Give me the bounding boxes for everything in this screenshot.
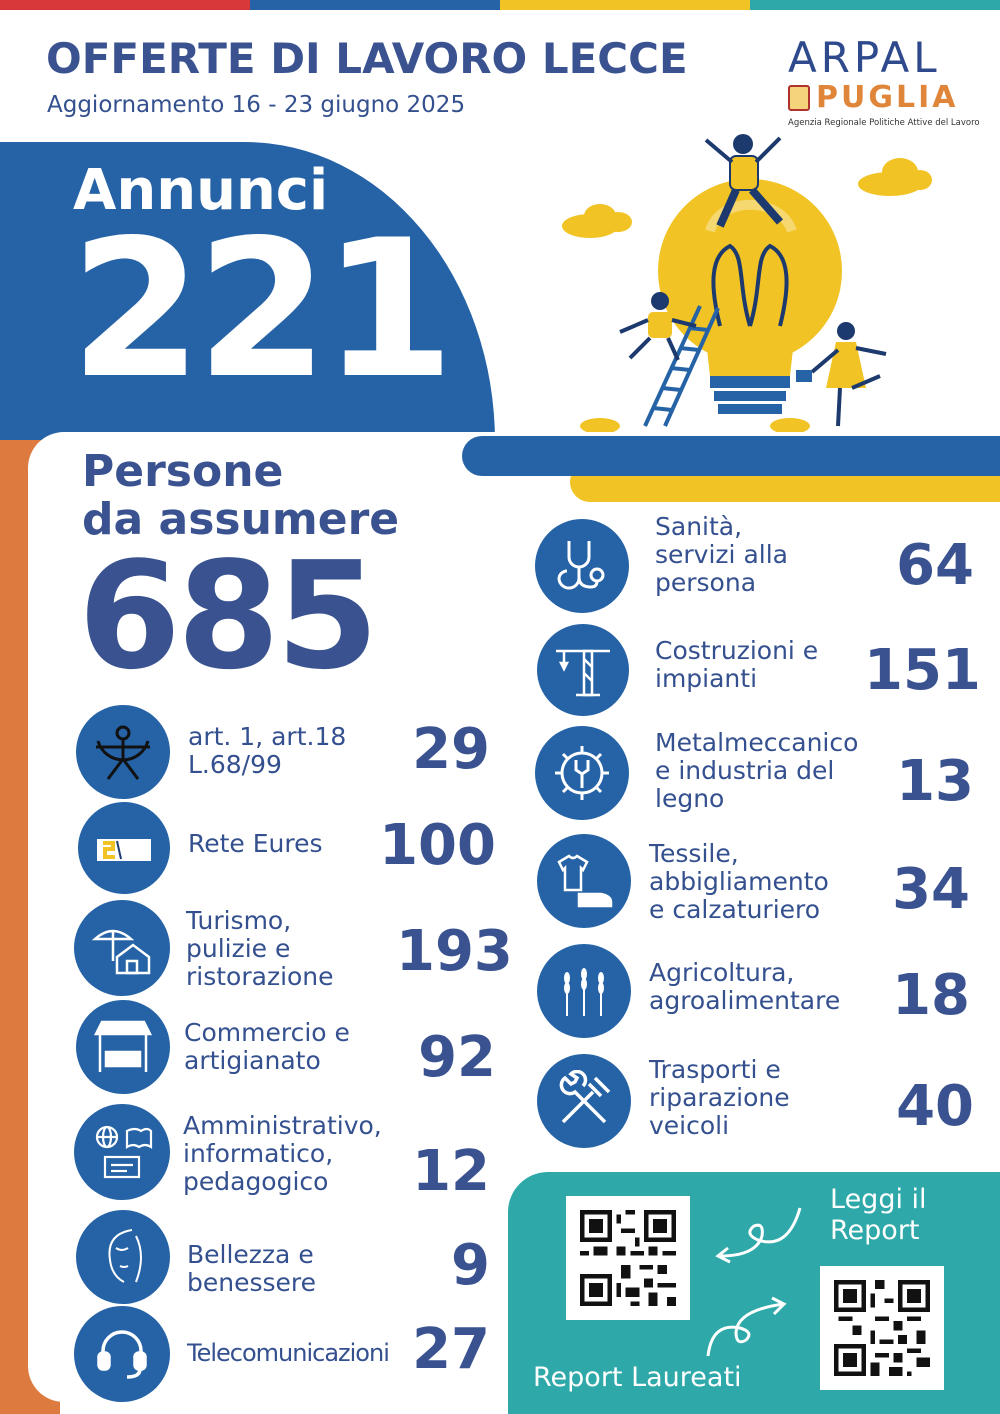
lightbulb-people-illustration xyxy=(562,134,932,434)
cat-value-art1: 29 xyxy=(412,717,490,782)
logo-agency-text: Agenzia Regionale Politiche Attive del L… xyxy=(788,118,980,128)
tshirt-shoe-icon xyxy=(537,834,631,928)
cat-label-line: ristorazione xyxy=(186,962,334,991)
arpal-puglia-logo: ARPAL PUGLIA Agenzia Regionale Politiche… xyxy=(788,33,980,140)
cat-label-line: Trasporti e xyxy=(649,1055,781,1084)
cat-label-line: riparazione xyxy=(649,1083,790,1112)
cat-label-costruzioni: Costruzioni e impianti xyxy=(655,637,818,693)
page-subtitle: Aggiornamento 16 - 23 giugno 2025 xyxy=(47,92,466,118)
cat-label-line: pulizie e xyxy=(186,934,291,963)
cat-label-line: Turismo, xyxy=(186,906,292,935)
cat-label-line: artigianato xyxy=(184,1046,321,1075)
cat-label-line: impianti xyxy=(655,664,758,693)
arrow-right-icon xyxy=(706,1296,787,1357)
cat-label-line: veicoli xyxy=(649,1111,730,1140)
blue-accent-bar xyxy=(462,436,1000,476)
persone-value: 685 xyxy=(78,530,379,702)
logo-puglia-text: PUGLIA xyxy=(816,80,959,115)
cat-label-bellezza: Bellezza e benessere xyxy=(187,1241,316,1297)
cat-label-agricoltura: Agricoltura, agroalimentare xyxy=(649,959,840,1015)
cat-label-amministrativo: Amministrativo, informatico, pedagogico xyxy=(183,1112,382,1196)
cat-value-amministrativo: 12 xyxy=(412,1139,490,1204)
annunci-value: 221 xyxy=(70,199,455,420)
market-stall-icon xyxy=(76,1000,170,1094)
topbar-teal xyxy=(750,0,1000,10)
cat-label-metalmeccanico: Metalmeccanico e industria del legno xyxy=(655,729,858,813)
topbar-yellow xyxy=(500,0,750,10)
cat-label-line: pedagogico xyxy=(183,1167,329,1196)
leggi-line1: Leggi il xyxy=(830,1184,927,1215)
report-laureati-label: Report Laureati xyxy=(533,1362,742,1393)
cat-label-line: servizi alla xyxy=(655,540,788,569)
beach-house-icon xyxy=(74,900,170,996)
leggi-line2: Report xyxy=(830,1215,920,1246)
cat-label-line: Bellezza e xyxy=(187,1240,314,1269)
top-color-bar xyxy=(0,0,1000,10)
leggi-report-label: Leggi il Report xyxy=(830,1184,927,1246)
cat-label-line: agroalimentare xyxy=(649,986,841,1015)
eures-logo-icon xyxy=(78,802,170,894)
cat-label-line: persona xyxy=(655,568,757,597)
cat-value-telecom: 27 xyxy=(412,1317,490,1382)
wrench-hammer-icon xyxy=(537,1054,631,1148)
cat-label-line: L.68/99 xyxy=(188,750,282,779)
cat-value-turismo: 193 xyxy=(396,919,513,984)
cat-label-turismo: Turismo, pulizie e ristorazione xyxy=(186,907,334,991)
cat-label-sanita: Sanità, servizi alla persona xyxy=(655,513,788,597)
cat-value-commercio: 92 xyxy=(418,1025,496,1090)
cat-label-line: informatico, xyxy=(183,1139,334,1168)
cat-value-metalmeccanico: 13 xyxy=(896,749,974,814)
headset-icon xyxy=(74,1306,170,1402)
annunci-label: Annunci xyxy=(73,158,329,223)
arrow-left-icon xyxy=(715,1207,802,1264)
cat-label-line: Amministrativo, xyxy=(183,1111,382,1140)
cat-label-commercio: Commercio e artigianato xyxy=(184,1019,350,1075)
persone-label: Persone da assumere xyxy=(82,448,399,544)
logo-arpal-text: ARPAL xyxy=(788,33,941,82)
report-qr-code[interactable] xyxy=(566,1196,690,1320)
cat-value-costruzioni: 151 xyxy=(864,638,981,703)
cat-label-line: Commercio e xyxy=(184,1018,350,1047)
stethoscope-icon xyxy=(535,519,629,613)
cat-label-line: Agricoltura, xyxy=(649,958,795,987)
topbar-blue xyxy=(250,0,500,10)
laureati-qr-code[interactable] xyxy=(820,1266,944,1390)
persone-label-line1: Persone xyxy=(82,446,284,497)
cat-label-trasporti: Trasporti e riparazione veicoli xyxy=(649,1056,790,1140)
cat-value-sanita: 64 xyxy=(896,533,974,598)
cat-value-eures: 100 xyxy=(379,813,496,878)
wheat-icon xyxy=(537,944,631,1038)
cat-label-line: Rete Eures xyxy=(188,829,323,858)
cat-value-agricoltura: 18 xyxy=(892,963,970,1028)
persone-label-line2: da assumere xyxy=(82,494,400,545)
cat-value-bellezza: 9 xyxy=(451,1233,490,1298)
cat-value-tessile: 34 xyxy=(892,857,970,922)
cat-label-telecom: Telecomunicazioni xyxy=(187,1339,390,1367)
cat-label-line: Tessile, xyxy=(649,839,739,868)
accessibility-icon xyxy=(76,705,170,799)
cat-label-line: Telecomunicazioni xyxy=(187,1339,390,1367)
cat-label-line: e industria del xyxy=(655,756,835,785)
region-seal-icon xyxy=(788,85,810,111)
cat-label-line: legno xyxy=(655,784,725,813)
cat-label-line: art. 1, art.18 xyxy=(188,722,347,751)
cat-label-line: Metalmeccanico xyxy=(655,728,859,757)
cat-label-tessile: Tessile, abbigliamento e calzaturiero xyxy=(649,840,829,924)
cat-label-line: benessere xyxy=(187,1268,317,1297)
cat-label-line: abbigliamento xyxy=(649,867,829,896)
cat-label-line: e calzaturiero xyxy=(649,895,821,924)
topbar-red xyxy=(0,0,250,10)
page-title: OFFERTE DI LAVORO LECCE xyxy=(46,34,688,83)
crane-icon xyxy=(537,624,629,716)
cat-value-trasporti: 40 xyxy=(896,1074,974,1139)
globe-book-icon xyxy=(74,1104,170,1200)
cat-label-eures: Rete Eures xyxy=(188,830,323,858)
face-icon xyxy=(76,1210,170,1304)
cat-label-art1: art. 1, art.18 L.68/99 xyxy=(188,723,346,779)
gear-wrench-icon xyxy=(535,726,629,820)
cat-label-line: Sanità, xyxy=(655,512,743,541)
cat-label-line: Costruzioni e xyxy=(655,636,819,665)
